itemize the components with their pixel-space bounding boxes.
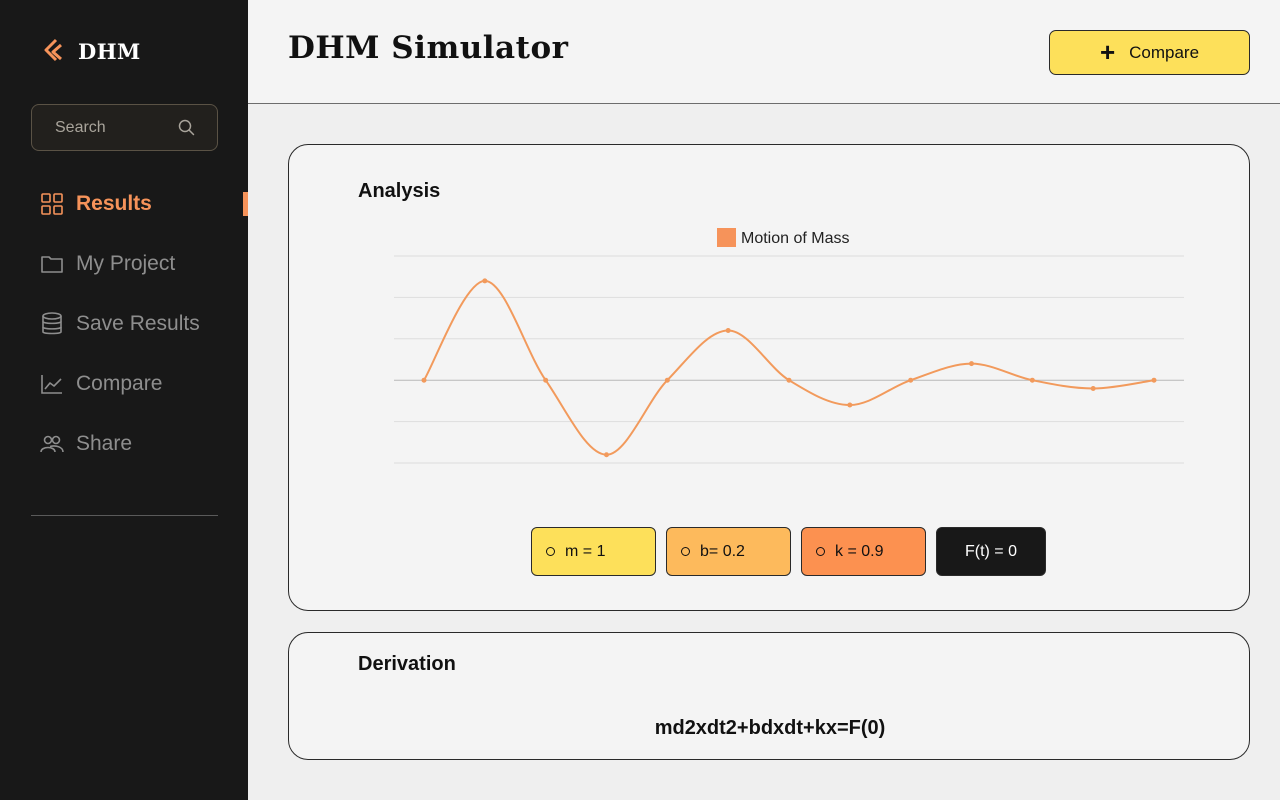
- sidebar-item-compare[interactable]: Compare: [0, 354, 248, 414]
- circle-icon: [816, 547, 825, 556]
- plus-icon: +: [1099, 36, 1116, 67]
- data-point-11: [1090, 385, 1096, 391]
- sidebar-item-label: My Project: [76, 252, 176, 275]
- compare-button-label: Compare: [1129, 42, 1200, 62]
- sidebar-item-label: Share: [76, 432, 133, 455]
- data-point-1: [482, 278, 488, 284]
- data-point-10: [1029, 377, 1035, 383]
- sidebar-item-label: Save Results: [76, 312, 200, 335]
- motion-chart: Motion of Mass: [394, 228, 1184, 464]
- page-title: DHM Simulator: [288, 30, 569, 66]
- sidebar-item-label: Compare: [76, 372, 163, 395]
- param-force-button[interactable]: F(t) = 0: [936, 527, 1046, 576]
- dhm-logo-icon: [44, 38, 62, 62]
- folder-icon: [40, 252, 64, 276]
- data-point-8: [908, 377, 914, 383]
- sidebar-nav: Results My Project Save Results: [0, 174, 248, 474]
- sidebar-item-results[interactable]: Results: [0, 174, 248, 234]
- sidebar-item-save-results[interactable]: Save Results: [0, 294, 248, 354]
- derivation-equation: md2xdt2+bdxdt+kx=F(0): [654, 717, 886, 739]
- logo-text: DHM: [78, 38, 141, 64]
- series-points: [421, 278, 1157, 458]
- users-icon: [40, 432, 64, 456]
- legend-swatch: [717, 228, 736, 247]
- param-mass-button[interactable]: m = 1: [531, 527, 656, 576]
- search-box[interactable]: [31, 104, 218, 151]
- data-point-7: [847, 402, 853, 408]
- param-spring-button[interactable]: k = 0.9: [801, 527, 926, 576]
- legend-label: Motion of Mass: [741, 230, 849, 247]
- compare-button[interactable]: + Compare: [1049, 30, 1250, 75]
- data-point-2: [543, 377, 549, 383]
- data-point-9: [969, 361, 974, 367]
- series-line: [423, 279, 1155, 456]
- sidebar-item-share[interactable]: Share: [0, 414, 248, 474]
- data-point-12: [1151, 377, 1157, 383]
- data-point-0: [421, 377, 427, 383]
- analysis-title: Analysis: [358, 180, 441, 202]
- param-mass-label: m = 1: [565, 542, 606, 560]
- data-point-5: [725, 328, 731, 334]
- logo[interactable]: DHM: [40, 38, 141, 64]
- sidebar: DHM Results: [0, 0, 248, 800]
- data-point-3: [604, 452, 609, 458]
- active-indicator: [243, 192, 248, 216]
- circle-icon: [546, 547, 555, 556]
- parameter-row: m = 1 b= 0.2 k = 0.9 F(t) = 0: [531, 527, 1046, 576]
- search-input[interactable]: [55, 118, 175, 137]
- data-point-4: [664, 377, 670, 383]
- sidebar-item-my-project[interactable]: My Project: [0, 234, 248, 294]
- analysis-card: Analysis Motion of Mass m = 1 b= 0.2 k =…: [288, 144, 1250, 611]
- chart-legend: Motion of Mass: [717, 228, 849, 247]
- param-spring-label: k = 0.9: [835, 542, 884, 560]
- header: DHM Simulator + Compare: [248, 0, 1280, 104]
- derivation-card: Derivation md2xdt2+bdxdt+kx=F(0): [288, 632, 1250, 760]
- circle-icon: [681, 547, 690, 556]
- sidebar-item-label: Results: [76, 192, 152, 215]
- grid-icon: [40, 192, 64, 216]
- param-force-label: F(t) = 0: [964, 542, 1017, 560]
- derivation-title: Derivation: [358, 653, 456, 675]
- param-damping-label: b= 0.2: [700, 542, 745, 560]
- database-icon: [40, 312, 64, 336]
- search-icon[interactable]: [178, 119, 195, 136]
- sidebar-divider: [31, 515, 218, 516]
- line-chart-icon: [40, 372, 64, 396]
- chart-grid: [394, 255, 1184, 464]
- data-point-6: [786, 377, 792, 383]
- param-damping-button[interactable]: b= 0.2: [666, 527, 791, 576]
